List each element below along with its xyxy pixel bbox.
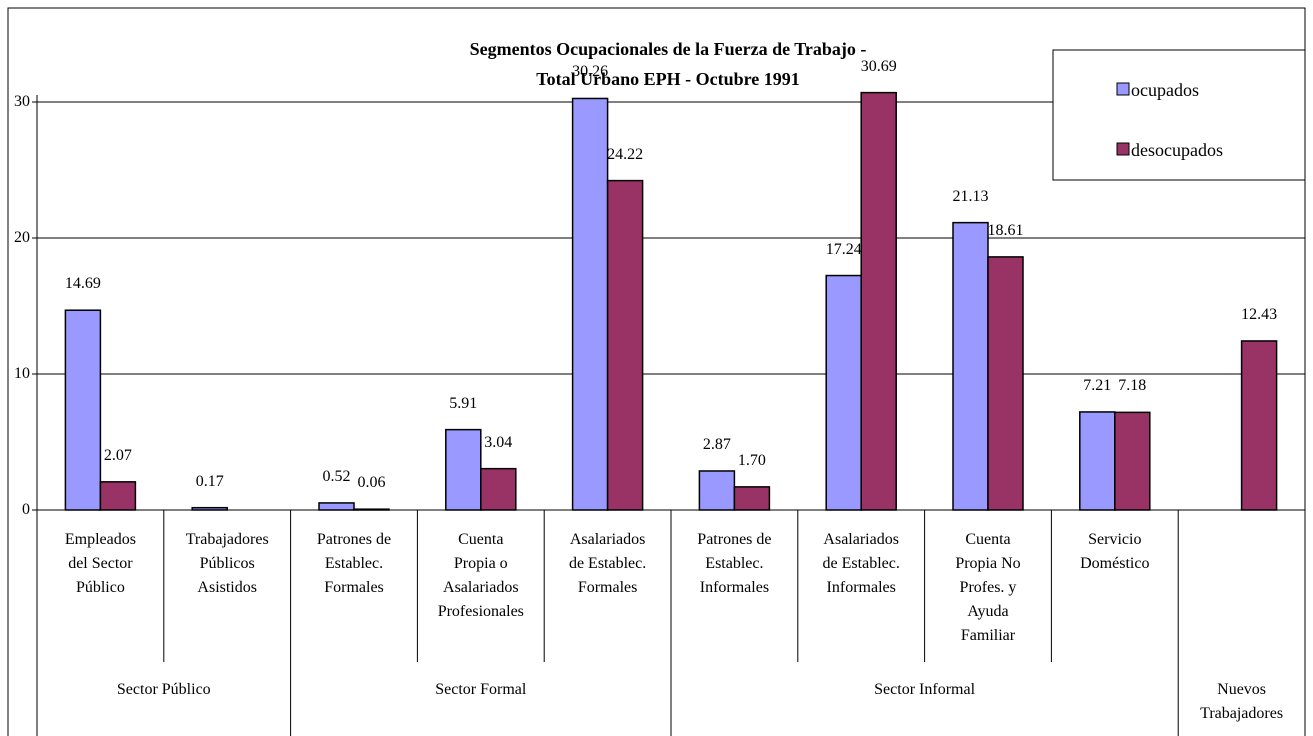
x-tick-label: Asalariados de Establec. Formales [568, 531, 647, 596]
chart-title: Segmentos Ocupacionales de la Fuerza de … [469, 39, 867, 89]
value-label: 14.69 [64, 275, 101, 293]
value-label: 0.52 [322, 467, 351, 485]
value-label: 17.24 [825, 240, 862, 258]
x-tick-label: Empleados del Sector Público [64, 531, 136, 596]
value-label: 2.07 [103, 446, 132, 464]
x-tick-label: Patrones de Establec. Formales [316, 531, 392, 596]
bar [571, 97, 609, 511]
value-label: 5.91 [449, 394, 478, 412]
value-label: 30.26 [572, 63, 609, 81]
bar [99, 481, 137, 511]
value-label: 7.21 [1083, 376, 1112, 394]
x-tick-label: Trabajadores Públicos Asistidos [185, 531, 269, 596]
x-tick-label: Servicio Doméstico [1080, 531, 1150, 572]
legend-box [1052, 49, 1306, 181]
bar [318, 502, 355, 511]
value-label: 0.17 [195, 472, 224, 490]
bar [952, 221, 989, 511]
legend-swatch [1116, 82, 1130, 96]
y-tick-label: 10 [14, 365, 30, 382]
group-label: Sector Informal [874, 681, 976, 698]
y-tick-label: 0 [22, 501, 30, 518]
bar [1114, 411, 1151, 511]
value-label: 30.69 [860, 57, 897, 75]
bar [353, 508, 390, 511]
bar [480, 467, 517, 511]
legend-swatch [1116, 142, 1130, 156]
group-label: Sector Formal [435, 681, 527, 698]
value-label: 3.04 [484, 433, 513, 451]
bar [191, 506, 228, 511]
y-tick-label: 30 [14, 93, 30, 110]
bar [987, 256, 1024, 511]
x-tick-label: Cuenta Propia No Profes. y Ayuda Familia… [955, 531, 1021, 644]
bar [1079, 411, 1116, 511]
legend-label: desocupados [1131, 140, 1223, 160]
value-label: 24.22 [607, 145, 644, 163]
bar [733, 486, 771, 511]
value-label: 18.61 [987, 221, 1024, 239]
x-tick-label: Patrones de Establec. Informales [697, 531, 772, 596]
group-label: Sector Público [116, 681, 211, 698]
bar [606, 179, 644, 511]
value-label: 7.18 [1118, 377, 1147, 395]
bar [1240, 340, 1278, 511]
bar [698, 470, 736, 511]
x-tick-label: Cuenta Propia o Asalariados Profesionale… [437, 531, 524, 620]
bar [860, 91, 897, 511]
group-label: Nuevos Trabajadores [1200, 681, 1284, 722]
value-label: 21.13 [952, 187, 989, 205]
legend-label: ocupados [1131, 80, 1199, 100]
y-tick-label: 20 [14, 229, 30, 246]
value-label: 0.06 [357, 474, 386, 492]
bar [64, 309, 102, 511]
value-label: 1.70 [737, 451, 766, 469]
bar [825, 274, 862, 511]
x-tick-label: Asalariados de Establec. Informales [822, 531, 900, 596]
value-label: 2.87 [702, 435, 731, 453]
value-label: 12.43 [1241, 305, 1278, 323]
